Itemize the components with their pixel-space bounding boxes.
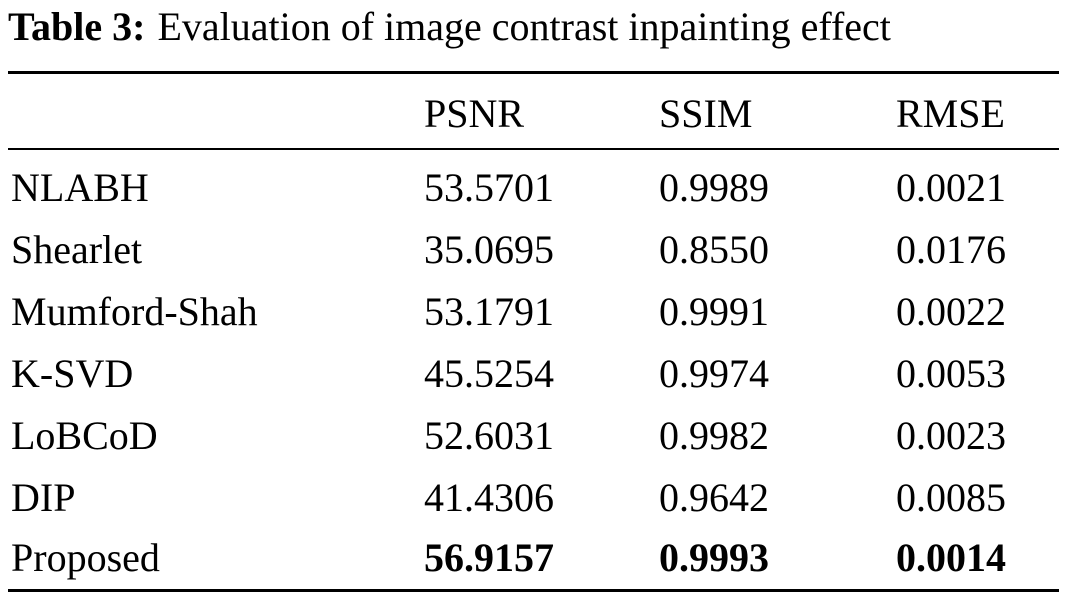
row-k-svd-psnr: 45.5254 bbox=[424, 351, 554, 396]
row-mumford-shah-method: Mumford-Shah bbox=[11, 289, 258, 334]
row-lobcod-rmse: 0.0023 bbox=[896, 413, 1006, 458]
row-dip-method: DIP bbox=[11, 475, 76, 520]
row-k-svd-rmse: 0.0053 bbox=[896, 351, 1006, 396]
caption-label: Table 3: bbox=[8, 4, 146, 49]
row-dip-rmse: 0.0085 bbox=[896, 475, 1006, 520]
row-k-svd-method: K-SVD bbox=[11, 351, 134, 396]
row-k-svd-ssim: 0.9974 bbox=[659, 351, 769, 396]
bottom-rule bbox=[8, 589, 1059, 592]
row-lobcod-method: LoBCoD bbox=[11, 413, 158, 458]
row-shearlet-psnr: 35.0695 bbox=[424, 227, 554, 272]
row-proposed-rmse: 0.0014 bbox=[896, 535, 1006, 580]
row-proposed-method: Proposed bbox=[11, 535, 160, 580]
header-rule bbox=[8, 148, 1059, 150]
row-mumford-shah-psnr: 53.1791 bbox=[424, 289, 554, 334]
header-psnr: PSNR bbox=[424, 91, 525, 136]
row-lobcod-ssim: 0.9982 bbox=[659, 413, 769, 458]
row-dip-psnr: 41.4306 bbox=[424, 475, 554, 520]
top-rule bbox=[8, 71, 1059, 74]
row-lobcod-psnr: 52.6031 bbox=[424, 413, 554, 458]
row-dip-ssim: 0.9642 bbox=[659, 475, 769, 520]
row-shearlet-ssim: 0.8550 bbox=[659, 227, 769, 272]
row-nlabh-rmse: 0.0021 bbox=[896, 165, 1006, 210]
header-ssim: SSIM bbox=[659, 91, 753, 136]
row-proposed-psnr: 56.9157 bbox=[424, 535, 554, 580]
row-mumford-shah-rmse: 0.0022 bbox=[896, 289, 1006, 334]
row-shearlet-method: Shearlet bbox=[11, 227, 143, 272]
row-mumford-shah-ssim: 0.9991 bbox=[659, 289, 769, 334]
row-nlabh-method: NLABH bbox=[11, 165, 149, 210]
row-proposed-ssim: 0.9993 bbox=[659, 535, 769, 580]
row-nlabh-ssim: 0.9989 bbox=[659, 165, 769, 210]
row-shearlet-rmse: 0.0176 bbox=[896, 227, 1006, 272]
table-caption: Table 3: Evaluation of image contrast inp… bbox=[8, 2, 891, 52]
row-nlabh-psnr: 53.5701 bbox=[424, 165, 554, 210]
header-rmse: RMSE bbox=[896, 91, 1005, 136]
caption-text: Evaluation of image contrast inpainting … bbox=[157, 4, 891, 49]
